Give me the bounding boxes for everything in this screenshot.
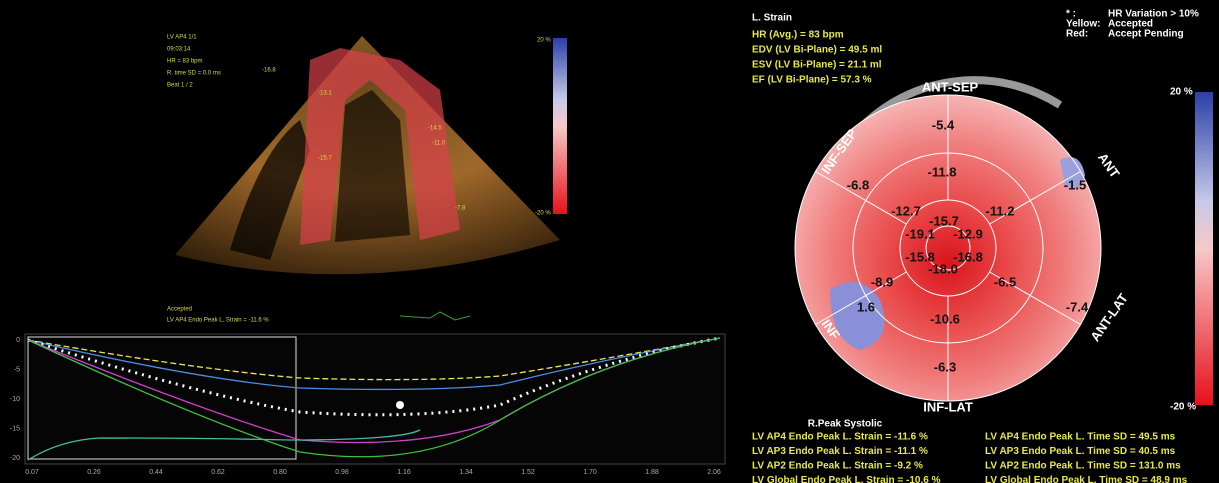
bullseye-colorbar: [1195, 92, 1213, 405]
page: 20 % -20 % LV AP4 1/1 09:03:14 HR = 83 bpm…: [0, 0, 1219, 483]
strain-result: LV AP2 Endo Peak L. Strain = -9.2 %: [752, 461, 923, 472]
echo-info: Beat 1 / 2: [167, 83, 193, 89]
x-label: 0.98: [335, 469, 349, 476]
echo-info: HR = 83 bpm: [167, 59, 203, 65]
x-label: 0.80: [273, 469, 287, 476]
scale-label: -20 %: [535, 211, 551, 217]
curve-panel: [25, 334, 725, 464]
scale-label: -20 %: [1170, 402, 1196, 413]
echo-segment: -11.0: [432, 141, 446, 147]
y-label: -5: [14, 366, 20, 373]
x-label: 0.26: [87, 469, 101, 476]
x-label: 1.34: [459, 469, 473, 476]
summary-line: EDV (LV Bi-Plane) = 49.5 ml: [752, 45, 882, 56]
segment-value: -12.7: [891, 203, 921, 218]
strain-result: LV AP4 Endo Peak L. Strain = -11.6 %: [752, 432, 928, 443]
x-label: 2.06: [707, 469, 721, 476]
segment-value: -6.5: [994, 274, 1016, 289]
apex-value: -18.0: [928, 261, 958, 276]
peak-strain: LV AP4 Endo Peak L. Strain = -11.6 %: [167, 318, 269, 324]
wall-label: ANT-LAT: [1087, 291, 1131, 344]
y-label: -15: [10, 425, 20, 432]
segment-value: -10.6: [930, 311, 960, 326]
segment-value: -6.8: [847, 177, 869, 192]
echo-segment: -7.8: [455, 206, 466, 212]
legend-text: Accept Pending: [1108, 29, 1184, 40]
strain-result: LV Global Endo Peak L. Strain = -10.6 %: [752, 475, 941, 483]
status: Accepted: [167, 307, 192, 313]
scale-label: 20 %: [537, 38, 551, 44]
strain-result: LV AP3 Endo Peak L. Strain = -11.1 %: [752, 446, 928, 457]
screen: 20 % -20 % LV AP4 1/1 09:03:14 HR = 83 bpm…: [0, 0, 1219, 483]
x-label: 1.52: [521, 469, 535, 476]
time-result: LV Global Endo Peak L. Time SD = 48.9 ms: [985, 475, 1188, 483]
ecg: [400, 312, 470, 320]
segment-value: 1.6: [857, 299, 875, 314]
echo-segment: -14.5: [428, 126, 442, 132]
time-result: LV AP4 Endo Peak L. Time SD = 49.5 ms: [985, 432, 1176, 443]
scale-label: 20 %: [1170, 87, 1193, 98]
x-label: 1.88: [645, 469, 659, 476]
segment-value: -6.3: [934, 359, 956, 374]
time-result: LV AP3 Endo Peak L. Time SD = 40.5 ms: [985, 446, 1176, 457]
x-label: 0.44: [149, 469, 163, 476]
echo-info: R. time SD = 0.0 ms: [167, 71, 221, 77]
summary-line: ESV (LV Bi-Plane) = 21.1 ml: [752, 60, 882, 71]
x-label: 0.62: [211, 469, 225, 476]
y-label: -10: [10, 396, 20, 403]
x-label: 0.07: [25, 469, 39, 476]
summary-line: EF (LV Bi-Plane) = 57.3 %: [752, 75, 872, 86]
segment-value: -8.9: [871, 274, 893, 289]
results-title: R.Peak Systolic: [808, 419, 883, 430]
x-label: 1.16: [397, 469, 411, 476]
echo-info: 09:03:14: [167, 47, 191, 53]
y-label: -20: [10, 455, 20, 462]
marker: [396, 401, 404, 409]
segment-value: -7.4: [1066, 299, 1089, 314]
echo-segment: -15.7: [318, 156, 332, 162]
legend-key: Red:: [1066, 29, 1088, 40]
wall-label: ANT-SEP: [922, 79, 979, 94]
echo-segment: -13.1: [318, 91, 332, 97]
time-result: LV AP2 Endo Peak L. Time SD = 131.0 ms: [985, 461, 1181, 472]
segment-value: -12.9: [953, 226, 983, 241]
segment-value: -5.4: [932, 117, 955, 132]
x-label: 1.70: [583, 469, 597, 476]
echo-colorbar: [553, 38, 567, 214]
segment-value: -11.8: [928, 164, 957, 179]
segment-value: -19.1: [905, 226, 935, 241]
wall-label: INF-LAT: [923, 399, 973, 414]
echo-segment: -16.8: [262, 68, 276, 74]
segment-value: -11.2: [986, 203, 1015, 218]
summary-line: HR (Avg.) = 83 bpm: [752, 30, 844, 41]
segment-value: -1.5: [1064, 177, 1086, 192]
summary-title: L. Strain: [752, 13, 792, 24]
echo-info: LV AP4 1/1: [167, 35, 197, 41]
y-label: 0: [16, 337, 20, 344]
wall-label: ANT: [1095, 150, 1123, 181]
